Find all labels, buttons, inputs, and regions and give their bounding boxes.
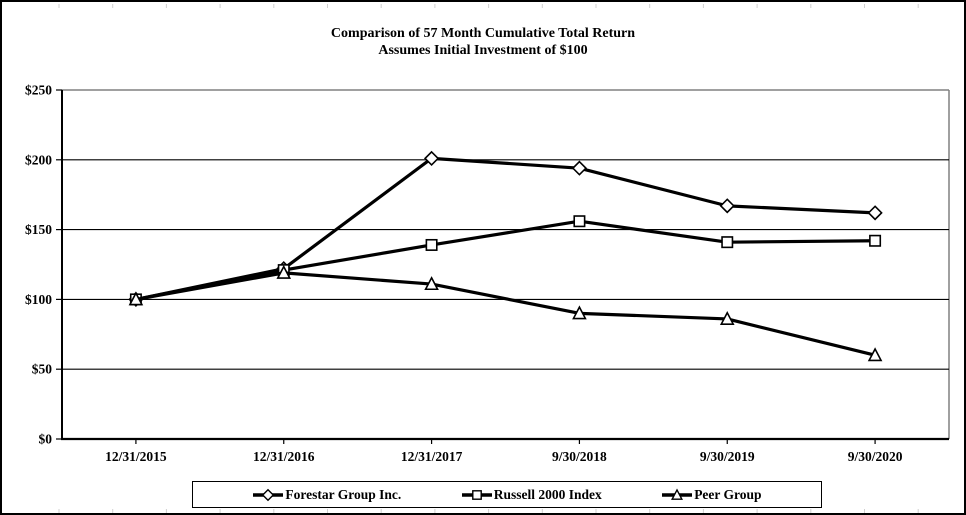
legend-label-peer-group: Peer Group <box>694 486 762 502</box>
triangle-marker <box>572 305 587 320</box>
x-tick-label: 12/31/2015 <box>105 449 167 464</box>
chart-title-line1: Comparison of 57 Month Cumulative Total … <box>330 26 636 41</box>
triangle-marker <box>128 291 144 306</box>
triangle-legend-icon <box>661 487 693 502</box>
diamond-marker <box>571 160 588 176</box>
series-line-russell-2000-index <box>134 219 877 301</box>
x-tick-label: 12/31/2017 <box>401 449 463 464</box>
diamond-marker <box>423 150 440 167</box>
diamond-marker <box>719 198 735 214</box>
y-tick-label: $50 <box>32 362 53 377</box>
triangle-marker <box>276 264 292 279</box>
square-marker <box>721 236 734 249</box>
legend-item-peer-group: Peer Group <box>661 486 762 503</box>
legend-item-forestar-group-inc: Forestar Group Inc. <box>252 487 401 503</box>
x-tick-label: 12/31/2016 <box>253 449 315 464</box>
triangle-marker <box>424 276 439 291</box>
square-marker <box>425 238 438 251</box>
chart-title-line2: Assumes Initial Investment of $100 <box>378 42 588 58</box>
x-tick-label: 9/30/2019 <box>700 449 755 464</box>
legend-label-forestar-group-inc: Forestar Group Inc. <box>285 486 402 502</box>
diamond-legend-icon <box>252 488 284 502</box>
y-tick-label: $0 <box>39 432 53 447</box>
x-tick-label: 9/30/2020 <box>848 449 903 464</box>
triangle-marker <box>719 310 735 325</box>
chart-legend: Forestar Group Inc. Russell 2000 Index Pee… <box>192 481 822 508</box>
y-tick-label: $200 <box>25 152 52 167</box>
series-line-peer-group <box>134 271 877 357</box>
legend-item-russell-2000-index: Russell 2000 Index <box>461 487 602 503</box>
square-legend-icon <box>461 488 493 502</box>
triangle-marker <box>867 347 883 362</box>
y-tick-label: $150 <box>25 222 52 237</box>
y-tick-label: $250 <box>25 83 52 98</box>
chart-title: Comparison of 57 Month Cumulative Total … <box>2 26 964 59</box>
square-marker <box>573 215 586 228</box>
diamond-marker <box>867 205 883 221</box>
y-tick-label: $100 <box>25 292 52 307</box>
x-tick-label: 9/30/2018 <box>552 449 607 464</box>
square-marker <box>869 234 882 247</box>
legend-label-russell-2000-index: Russell 2000 Index <box>493 486 602 502</box>
